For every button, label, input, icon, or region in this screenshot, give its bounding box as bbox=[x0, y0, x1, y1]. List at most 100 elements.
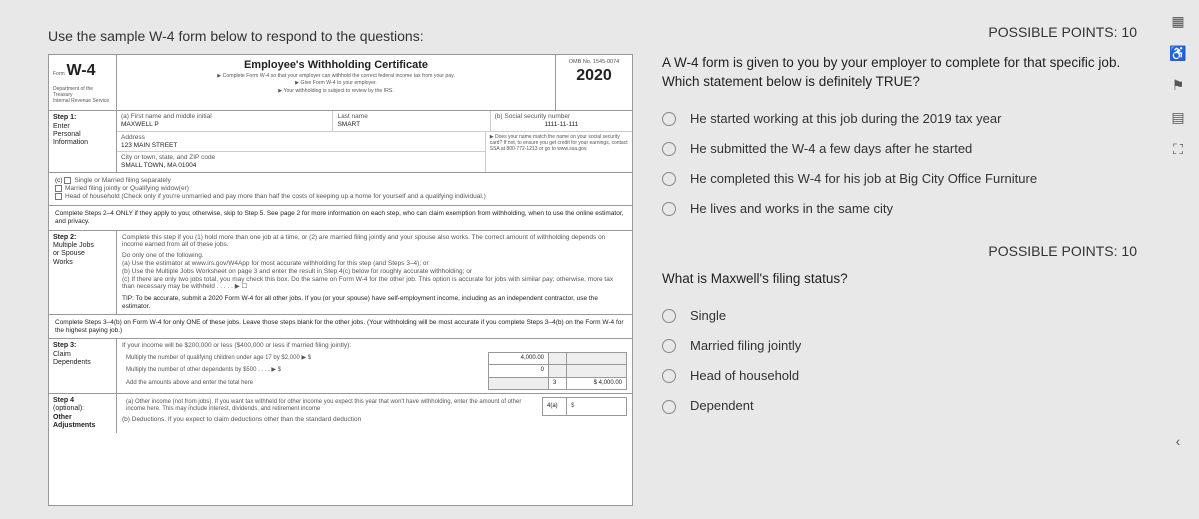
side-toolbar: ▦ ♿ ⚑ ▤ ⛶ ‹ bbox=[1163, 12, 1193, 450]
q1-o4-label: He lives and works in the same city bbox=[690, 200, 893, 218]
question-2: What is Maxwell's filing status? Single … bbox=[662, 270, 1146, 428]
checkbox-icon bbox=[55, 193, 62, 200]
step4-t1: (a) Other income (not from jobs). If you… bbox=[122, 397, 543, 415]
checkbox-icon bbox=[64, 177, 71, 184]
radio-icon bbox=[662, 112, 676, 126]
form-sub1: ▶ Complete Form W-4 so that your employe… bbox=[123, 73, 549, 79]
q2-option-1[interactable]: Single bbox=[662, 307, 1146, 325]
complete-note: Complete Steps 2–4 ONLY if they apply to… bbox=[49, 206, 632, 231]
q2-o1-label: Single bbox=[690, 307, 726, 325]
step1-label: Step 1: bbox=[53, 114, 112, 122]
q1-text: A W-4 form is given to you by your emplo… bbox=[662, 54, 1146, 92]
omb: OMB No. 1545-0074 bbox=[560, 59, 628, 66]
addr-label: Address bbox=[121, 134, 481, 142]
step3-v1: 4,000.00 bbox=[489, 353, 549, 365]
status3: Head of household (Check only if you're … bbox=[65, 193, 486, 200]
step3-a: Claim bbox=[53, 351, 112, 359]
step3-v2: 0 bbox=[489, 365, 549, 377]
step1-b: Personal bbox=[53, 131, 112, 139]
last-value: SMART bbox=[337, 121, 485, 129]
radio-icon bbox=[662, 339, 676, 353]
q2-o4-label: Dependent bbox=[690, 397, 754, 415]
q2-o3-label: Head of household bbox=[690, 367, 799, 385]
flag-icon[interactable]: ⚑ bbox=[1169, 76, 1187, 94]
question-1: A W-4 form is given to you by your emplo… bbox=[662, 54, 1146, 231]
addr-value: 123 MAIN STREET bbox=[121, 142, 481, 150]
step2-t2: Do only one of the following. bbox=[122, 252, 627, 260]
first-label: (a) First name and middle initial bbox=[121, 113, 328, 121]
q1-o1-label: He started working at this job during th… bbox=[690, 110, 1001, 128]
q1-o3-label: He completed this W-4 for his job at Big… bbox=[690, 170, 1037, 188]
q2-option-3[interactable]: Head of household bbox=[662, 367, 1146, 385]
grid-icon[interactable]: ▦ bbox=[1169, 12, 1187, 30]
q2-text: What is Maxwell's filing status? bbox=[662, 270, 1146, 289]
year: 2020 bbox=[560, 66, 628, 85]
fullscreen-icon[interactable]: ⛶ bbox=[1169, 140, 1187, 158]
city-label: City or town, state, and ZIP code bbox=[121, 154, 481, 162]
w4-form-image: Form W-4 Department of the Treasury Inte… bbox=[48, 54, 633, 506]
step2-t5: (c) If there are only two jobs total, yo… bbox=[122, 276, 627, 292]
q1-option-4[interactable]: He lives and works in the same city bbox=[662, 200, 1146, 218]
step1-c: Information bbox=[53, 139, 112, 147]
form-title: Employee's Withholding Certificate bbox=[123, 59, 549, 72]
q1-option-2[interactable]: He submitted the W-4 a few days after he… bbox=[662, 140, 1146, 158]
q1-o2-label: He submitted the W-4 a few days after he… bbox=[690, 140, 972, 158]
dept: Department of the Treasury bbox=[53, 86, 112, 98]
complete2: Complete Steps 3–4(b) on Form W-4 for on… bbox=[49, 315, 632, 340]
form-label: Form bbox=[53, 71, 65, 77]
step4-c: Adjustments bbox=[53, 422, 112, 430]
q2-o2-label: Married filing jointly bbox=[690, 337, 801, 355]
radio-icon bbox=[662, 309, 676, 323]
checkbox-icon bbox=[55, 185, 62, 192]
radio-icon bbox=[662, 369, 676, 383]
tip: TIP: To be accurate, submit a 2020 Form … bbox=[122, 295, 627, 311]
step3-b: Dependents bbox=[53, 359, 112, 367]
ssn-value: 1111-11-111 bbox=[495, 121, 628, 129]
step2-t3: (a) Use the estimator at www.irs.gov/W4A… bbox=[122, 260, 627, 268]
status2: Married filing jointly or Qualifying wid… bbox=[65, 185, 189, 192]
first-value: MAXWELL P bbox=[121, 121, 328, 129]
ssn-label: (b) Social security number bbox=[495, 113, 628, 121]
step2-c: Works bbox=[53, 259, 112, 267]
step3-vt: $ 4,000.00 bbox=[567, 377, 627, 389]
form-code: W-4 bbox=[66, 62, 95, 79]
accessibility-icon[interactable]: ♿ bbox=[1169, 44, 1187, 62]
step4-label: Step 4 bbox=[53, 397, 112, 405]
step3-ln: 3 bbox=[549, 377, 567, 389]
points-mid: POSSIBLE POINTS: 10 bbox=[988, 243, 1137, 259]
step4-a: (optional): bbox=[53, 405, 112, 413]
chevron-left-icon[interactable]: ‹ bbox=[1169, 432, 1187, 450]
step2-t4: (b) Use the Multiple Jobs Worksheet on p… bbox=[122, 268, 627, 276]
ssn-note: ▶ Does your name match the name on your … bbox=[486, 132, 632, 172]
q2-option-4[interactable]: Dependent bbox=[662, 397, 1146, 415]
step2-t1: Complete this step if you (1) hold more … bbox=[122, 234, 627, 250]
q1-option-3[interactable]: He completed this W-4 for his job at Big… bbox=[662, 170, 1146, 188]
step4-ln: 4(a) bbox=[543, 397, 567, 415]
step2-label: Step 2: bbox=[53, 234, 112, 242]
instruction-text: Use the sample W-4 form below to respond… bbox=[48, 28, 424, 44]
step4-b: Other bbox=[53, 414, 112, 422]
step3-t1: If your income will be $200,000 or less … bbox=[122, 342, 627, 350]
step2-b: or Spouse bbox=[53, 250, 112, 258]
q1-option-1[interactable]: He started working at this job during th… bbox=[662, 110, 1146, 128]
step3-t4: Add the amounts above and enter the tota… bbox=[122, 377, 489, 389]
step3-t2: Multiply the number of qualifying childr… bbox=[122, 353, 489, 365]
step3-label: Step 3: bbox=[53, 342, 112, 350]
city-value: SMALL TOWN, MA 01004 bbox=[121, 162, 481, 170]
last-label: Last name bbox=[337, 113, 485, 121]
step1-a: Enter bbox=[53, 123, 112, 131]
notes-icon[interactable]: ▤ bbox=[1169, 108, 1187, 126]
radio-icon bbox=[662, 142, 676, 156]
radio-icon bbox=[662, 400, 676, 414]
radio-icon bbox=[662, 202, 676, 216]
form-sub2: ▶ Give Form W-4 to your employer. bbox=[123, 80, 549, 86]
q2-option-2[interactable]: Married filing jointly bbox=[662, 337, 1146, 355]
step2-a: Multiple Jobs bbox=[53, 242, 112, 250]
irs: Internal Revenue Service bbox=[53, 98, 112, 104]
step4-t2: (b) Deductions. If you expect to claim d… bbox=[122, 416, 627, 424]
step4-v: $ bbox=[567, 397, 627, 415]
status1: Single or Married filing separately bbox=[74, 177, 170, 184]
points-top: POSSIBLE POINTS: 10 bbox=[988, 24, 1137, 40]
form-sub3: ▶ Your withholding is subject to review … bbox=[123, 88, 549, 94]
radio-icon bbox=[662, 172, 676, 186]
